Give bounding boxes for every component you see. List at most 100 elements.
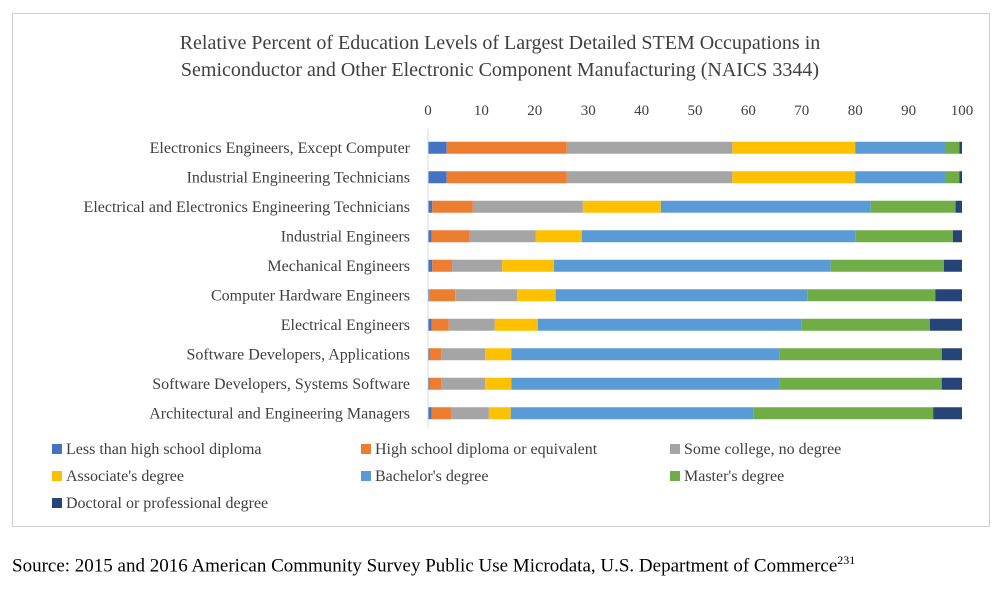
bar-segment <box>428 141 447 154</box>
bar-segment <box>929 318 962 331</box>
bar-segment <box>428 348 430 361</box>
bar-segment <box>566 141 733 154</box>
legend-label: Some college, no degree <box>684 441 841 458</box>
bar-segment <box>429 348 442 361</box>
bar-segment <box>855 230 953 243</box>
bar-segment <box>510 407 754 420</box>
bars <box>427 129 962 428</box>
chart: Relative Percent of Education Levels of … <box>52 32 973 512</box>
x-tick-label: 50 <box>688 103 703 119</box>
legend: Less than high school diploma High school… <box>52 441 841 512</box>
bar-segment <box>945 141 960 154</box>
bar-segment <box>732 141 856 154</box>
category-label: Mechanical Engineers <box>267 258 410 275</box>
category-label: Electrical and Electronics Engineering T… <box>84 199 410 216</box>
bar-segment <box>428 318 432 331</box>
x-tick-label: 30 <box>581 103 596 119</box>
bar-segment <box>428 407 432 420</box>
bar-segment <box>432 259 453 272</box>
x-tick-label: 20 <box>527 103 542 119</box>
bar-segment <box>485 348 512 361</box>
category-labels: Electronics Engineers, Except Computer In… <box>84 140 411 423</box>
bar-segment <box>428 377 430 390</box>
category-label: Computer Hardware Engineers <box>211 287 410 304</box>
bar-segment <box>502 259 555 272</box>
x-tick-label: 10 <box>474 103 489 119</box>
bar-segment <box>446 171 567 184</box>
legend-label: High school diploma or equivalent <box>375 441 598 458</box>
bar-segment <box>959 141 962 154</box>
source-footnote: 231 <box>837 553 856 567</box>
bar-segment <box>581 230 856 243</box>
bar-segment <box>448 318 495 331</box>
legend-label: Associate's degree <box>66 468 184 485</box>
category-label: Electrical Engineers <box>281 317 410 334</box>
bar-segment <box>441 348 486 361</box>
category-label: Industrial Engineers <box>281 228 410 245</box>
legend-label: Doctoral or professional degree <box>66 495 268 512</box>
bar-segment <box>429 289 456 302</box>
legend-label: Bachelor's degree <box>375 468 489 485</box>
bar-segment <box>753 407 934 420</box>
bar-segment <box>431 407 451 420</box>
bar-segment <box>660 200 871 213</box>
bar-segment <box>428 200 433 213</box>
bar-segment <box>955 200 962 213</box>
legend-swatch <box>52 498 62 508</box>
bar-segment <box>732 171 856 184</box>
legend-swatch <box>361 471 371 481</box>
bar-segment <box>517 289 556 302</box>
bar-segment <box>429 377 442 390</box>
x-tick-label: 80 <box>848 103 863 119</box>
legend-swatch <box>52 444 62 454</box>
bar-segment <box>538 318 802 331</box>
bar-segment <box>428 259 433 272</box>
x-axis-ticks: 0 10 20 30 40 50 60 70 80 90 100 <box>424 103 973 119</box>
bar-segment <box>432 200 473 213</box>
chart-frame <box>12 13 990 527</box>
bar-segment <box>855 141 946 154</box>
bar-segment <box>779 377 942 390</box>
bar-segment <box>428 289 430 302</box>
bar-segment <box>582 200 661 213</box>
bar-segment <box>450 407 489 420</box>
legend-swatch <box>361 444 371 454</box>
x-tick-label: 100 <box>951 103 974 119</box>
x-tick-label: 40 <box>634 103 649 119</box>
bar-segment <box>431 230 470 243</box>
bar-segment <box>870 200 956 213</box>
x-tick-label: 70 <box>794 103 809 119</box>
bar-segment <box>431 318 449 331</box>
bar-segment <box>428 230 432 243</box>
source-text: Source: 2015 and 2016 American Community… <box>12 555 838 577</box>
legend-label: Master's degree <box>684 468 784 485</box>
bar-segment <box>494 318 539 331</box>
bar-segment <box>959 171 962 184</box>
bar-segment <box>535 230 582 243</box>
legend-swatch <box>670 444 680 454</box>
legend-label: Less than high school diploma <box>66 441 262 458</box>
bar-segment <box>511 377 780 390</box>
bar-segment <box>943 259 962 272</box>
bar-segment <box>472 200 583 213</box>
chart-title-line-2: Semiconductor and Other Electronic Compo… <box>181 59 819 81</box>
legend-swatch <box>52 471 62 481</box>
bar-segment <box>855 171 946 184</box>
bar-segment <box>446 141 567 154</box>
bar-segment <box>801 318 930 331</box>
chart-title-line-1: Relative Percent of Education Levels of … <box>180 32 821 54</box>
bar-segment <box>469 230 536 243</box>
x-tick-label: 0 <box>424 103 432 119</box>
bar-segment <box>952 230 962 243</box>
bar-segment <box>779 348 942 361</box>
bar-segment <box>933 407 962 420</box>
bar-segment <box>555 289 808 302</box>
bar-segment <box>511 348 780 361</box>
bar-segment <box>566 171 733 184</box>
category-label: Software Developers, Applications <box>187 346 411 363</box>
bar-segment <box>941 348 962 361</box>
x-tick-label: 90 <box>901 103 916 119</box>
bar-segment <box>488 407 511 420</box>
bar-segment <box>807 289 936 302</box>
bar-segment <box>455 289 518 302</box>
